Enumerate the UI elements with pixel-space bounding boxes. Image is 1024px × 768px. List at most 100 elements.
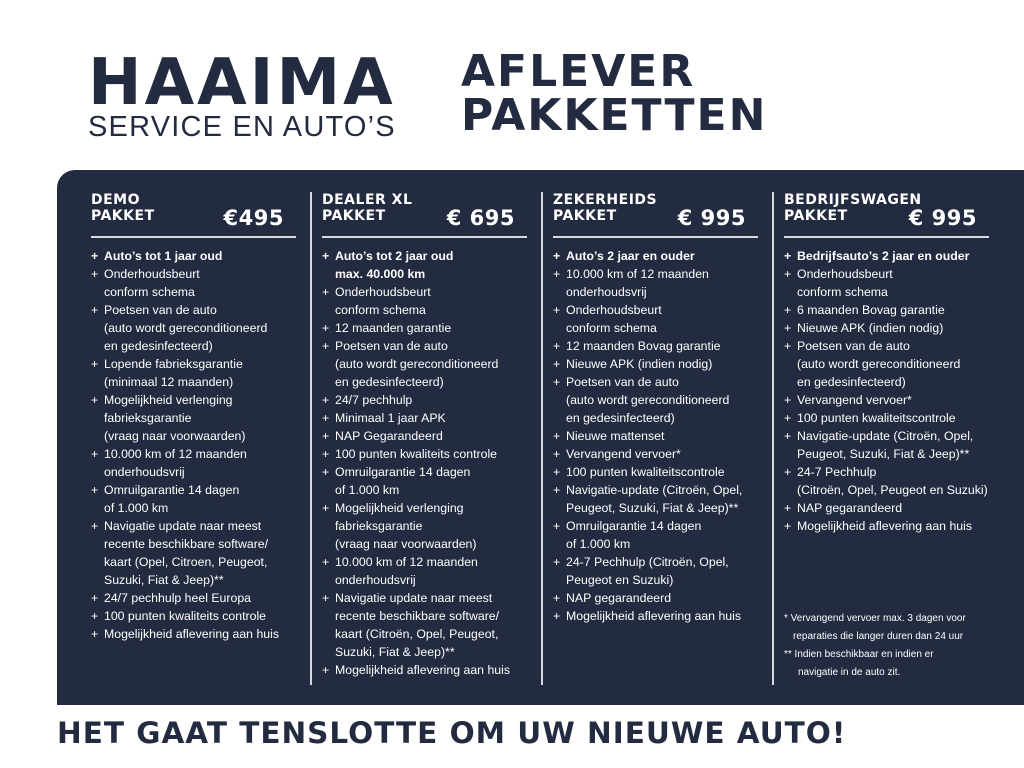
feature-line: 10.000 km of 12 maanden [335,555,478,569]
feature-line: recente beschikbare software/ [335,609,500,623]
package-price: € 995 [908,206,977,230]
footnote-1: * Vervangend vervoer max. 3 dagen voor [784,613,966,624]
feature-line: (vraag naar voorwaarden) [104,429,246,443]
feature-line: Suzuki, Fiat & Jeep)** [104,573,224,587]
feature-item: Omruilgarantie 14 dagen of 1.000 km [322,463,532,499]
feature-line: Vervangend vervoer* [566,447,681,461]
feature-line: Omruilgarantie 14 dagen [566,519,702,533]
feature-line: fabrieksgarantie [104,411,192,425]
feature-item: Auto’s tot 2 jaar oud max. 40.000 km [322,247,532,283]
footnote-2: ** Indien beschikbaar en indien er [784,649,934,660]
feature-line: Auto’s tot 1 jaar oud [104,249,223,263]
package-name-line: PAKKET [91,208,155,224]
feature-item: Minimaal 1 jaar APK [322,409,532,427]
page-title: AFLEVER PAKKETTEN [461,50,767,138]
feature-item: Poetsen van de auto (auto wordt gerecondi… [784,337,994,391]
feature-item: Onderhoudsbeurt conform schema [553,301,763,337]
footnote-1-cont: reparaties die langer duren dan 24 uur [793,631,964,642]
feature-line: Mogelijkheid verlenging [104,393,233,407]
feature-line: NAP Gegarandeerd [335,429,443,443]
package-name-line: DEALER XL [322,192,413,208]
feature-item: Poetsen van de auto (auto wordt gerecondi… [91,301,301,355]
feature-line: (auto wordt gereconditioneerd [797,357,961,371]
slogan: HET GAAT TENSLOTTE OM UW NIEUWE AUTO! [57,716,847,750]
feature-line: conform schema [104,285,195,299]
feature-item: 24-7 Pechhulp (Citroën, Opel, Peugeot en … [784,463,994,499]
feature-item: Onderhoudsbeurt conform schema [91,265,301,301]
feature-item: Vervangend vervoer* [784,391,994,409]
feature-item: Nieuwe APK (indien nodig) [784,319,994,337]
feature-list: Auto’s tot 2 jaar oud max. 40.000 km Onder… [322,247,532,679]
feature-line: 12 maanden garantie [335,321,452,335]
brand-tagline: SERVICE EN AUTO’S [88,111,396,143]
feature-item: Poetsen van de auto (auto wordt gerecondi… [322,337,532,391]
feature-line: en gedesinfecteerd) [797,375,906,389]
package-name: BEDRIJFSWAGEN PAKKET [784,192,989,224]
feature-line: Mogelijkheid aflevering aan huis [797,519,972,533]
feature-line: Lopende fabrieksgarantie [104,357,243,371]
feature-line: recente beschikbare software/ [104,537,269,551]
feature-line: en gedesinfecteerd) [104,339,213,353]
feature-item: NAP gegarandeerd [784,499,994,517]
feature-item: Mogelijkheid aflevering aan huis [553,607,763,625]
feature-item: 24/7 pechhulp heel Europa [91,589,301,607]
feature-line: 24-7 Pechhulp (Citroën, Opel, [566,555,729,569]
feature-line: Peugeot, Suzuki, Fiat & Jeep)** [797,447,970,461]
feature-item: Navigatie update naar meest recente besch… [322,589,532,661]
feature-item: 10.000 km of 12 maanden onderhoudsvrij [553,265,763,301]
package-price: € 995 [677,206,746,230]
feature-line: Mogelijkheid aflevering aan huis [566,609,741,623]
feature-line: Mogelijkheid aflevering aan huis [104,627,279,641]
feature-line: onderhoudsvrij [104,465,185,479]
packages-panel: * Vervangend vervoer max. 3 dagen voor r… [57,170,1024,705]
feature-line: onderhoudsvrij [335,573,416,587]
feature-line: Suzuki, Fiat & Jeep)** [335,645,455,659]
feature-line: 24/7 pechhulp heel Europa [104,591,251,605]
feature-item: 24/7 pechhulp [322,391,532,409]
brand-name: HAAIMA [88,46,396,120]
feature-item: Nieuwe APK (indien nodig) [553,355,763,373]
package-name: DEALER XL PAKKET [322,192,527,224]
feature-line: 10.000 km of 12 maanden [104,447,247,461]
feature-line: Mogelijkheid verlenging [335,501,464,515]
feature-line: onderhoudsvrij [566,285,647,299]
feature-item: Auto’s 2 jaar en ouder [553,247,763,265]
package-price: €495 [223,206,284,230]
feature-line: Onderhoudsbeurt [566,303,662,317]
feature-item: Mogelijkheid aflevering aan huis [784,517,994,535]
feature-list: Auto’s tot 1 jaar oud Onderhoudsbeurt conf… [91,247,301,643]
feature-line: Nieuwe APK (indien nodig) [797,321,944,335]
feature-line: Mogelijkheid aflevering aan huis [335,663,510,677]
feature-item: Poetsen van de auto (auto wordt gerecondi… [553,373,763,427]
package-name-line: PAKKET [784,208,848,224]
feature-line: max. 40.000 km [335,267,426,281]
feature-line: NAP gegarandeerd [797,501,903,515]
feature-item: Omruilgarantie 14 dagen of 1.000 km [553,517,763,553]
package-header: ZEKERHEIDS PAKKET € 995 [553,192,758,238]
feature-line: Minimaal 1 jaar APK [335,411,446,425]
feature-line: 24/7 pechhulp [335,393,413,407]
feature-line: fabrieksgarantie [335,519,423,533]
feature-item: 6 maanden Bovag garantie [784,301,994,319]
feature-line: 100 punten kwaliteitscontrole [566,465,725,479]
feature-item: 100 punten kwaliteits controle [91,607,301,625]
feature-line: Bedrijfsauto’s 2 jaar en ouder [797,249,970,263]
title-line-1: AFLEVER [461,46,696,97]
feature-line: Poetsen van de auto [104,303,217,317]
package-header: BEDRIJFSWAGEN PAKKET € 995 [784,192,989,238]
feature-item: Mogelijkheid aflevering aan huis [322,661,532,679]
package-header: DEMO PAKKET €495 [91,192,296,238]
package-name-line: BEDRIJFSWAGEN [784,192,922,208]
feature-line: 12 maanden Bovag garantie [566,339,721,353]
feature-item: 100 punten kwaliteitscontrole [553,463,763,481]
feature-line: Nieuwe APK (indien nodig) [566,357,713,371]
feature-item: Bedrijfsauto’s 2 jaar en ouder [784,247,994,265]
feature-line: Auto’s tot 2 jaar oud [335,249,454,263]
feature-item: 12 maanden garantie [322,319,532,337]
feature-item: Navigatie update naar meest recente besch… [91,517,301,589]
feature-line: Omruilgarantie 14 dagen [335,465,471,479]
